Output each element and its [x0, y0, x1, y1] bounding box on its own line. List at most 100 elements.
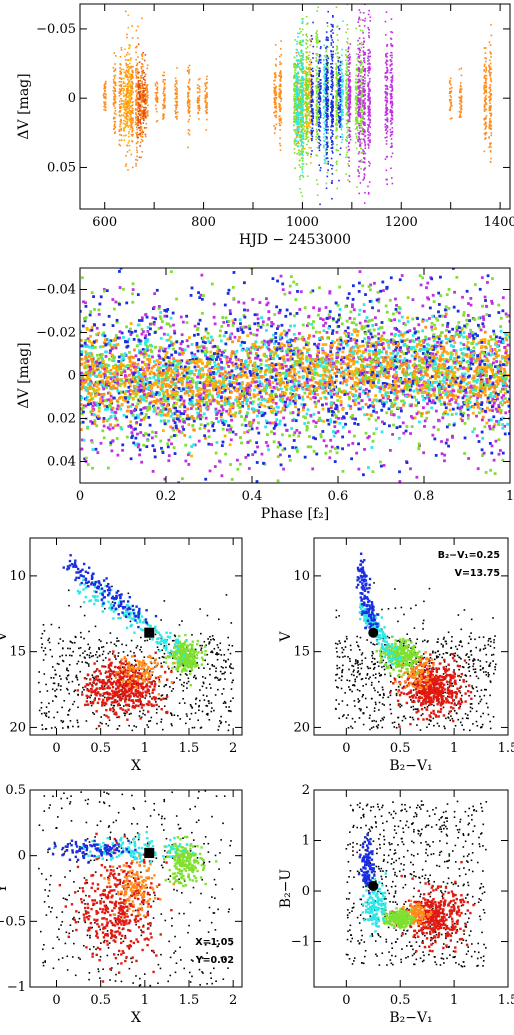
data-point — [338, 84, 340, 86]
data-point — [302, 101, 305, 104]
data-point — [317, 86, 320, 89]
data-point — [360, 78, 363, 80]
data-point — [367, 52, 370, 55]
data-point — [346, 140, 349, 142]
data-point — [306, 40, 309, 42]
data-point — [136, 131, 139, 134]
data-point — [391, 79, 394, 82]
data-point — [318, 73, 321, 76]
data-point — [390, 110, 392, 112]
data-point — [335, 63, 337, 65]
data-point — [385, 156, 388, 158]
data-point — [137, 88, 140, 91]
data-point — [345, 104, 347, 107]
data-point — [484, 96, 487, 99]
data-point — [103, 97, 106, 99]
data-point — [325, 85, 328, 88]
data-point — [127, 115, 130, 117]
data-point — [137, 92, 139, 94]
data-point — [141, 135, 144, 138]
data-point — [336, 135, 339, 137]
data-point — [357, 140, 359, 143]
data-point — [336, 160, 338, 163]
data-point — [386, 108, 389, 111]
data-point — [337, 108, 340, 111]
data-point — [301, 90, 304, 93]
data-point — [361, 111, 363, 113]
data-point — [340, 101, 343, 103]
data-point — [295, 87, 298, 89]
data-point — [132, 71, 134, 74]
data-point — [386, 178, 388, 181]
data-point — [332, 46, 334, 48]
data-point — [389, 101, 392, 104]
data-point — [125, 103, 128, 106]
data-point — [330, 181, 333, 184]
data-point — [124, 85, 127, 88]
data-point — [362, 32, 364, 34]
data-point — [369, 100, 372, 102]
data-point — [299, 68, 301, 70]
data-point — [361, 130, 364, 133]
data-point — [323, 98, 325, 101]
data-point — [129, 94, 131, 97]
data-point — [325, 162, 328, 165]
data-point — [391, 45, 394, 48]
data-point — [193, 333, 196, 337]
data-point — [296, 118, 298, 121]
data-point — [389, 135, 392, 137]
data-point — [367, 106, 370, 109]
data-point — [340, 103, 343, 105]
data-point — [316, 154, 319, 157]
data-point — [127, 63, 129, 66]
data-point — [315, 59, 318, 61]
data-point — [499, 366, 503, 370]
data-point — [323, 68, 326, 70]
data-point — [130, 133, 133, 136]
data-point — [328, 363, 331, 367]
data-point — [369, 118, 371, 121]
data-point — [120, 114, 123, 117]
data-point — [489, 93, 492, 96]
data-point — [310, 132, 313, 135]
data-point — [297, 32, 299, 35]
data-point — [302, 127, 305, 130]
data-point — [357, 122, 359, 124]
data-point — [340, 93, 342, 95]
data-point — [490, 80, 493, 83]
data-point — [257, 345, 261, 349]
data-point — [358, 98, 361, 101]
data-point — [386, 92, 389, 95]
data-point — [300, 60, 303, 62]
data-point — [131, 140, 133, 142]
data-point — [130, 86, 132, 89]
data-point — [125, 163, 128, 166]
data-point — [279, 61, 281, 63]
data-point — [120, 78, 123, 80]
data-point — [346, 98, 348, 100]
data-point — [325, 129, 328, 132]
data-point — [125, 109, 127, 112]
data-point — [332, 117, 334, 120]
data-point — [318, 58, 321, 61]
data-point — [369, 111, 371, 114]
data-point — [475, 414, 478, 418]
data-point — [143, 83, 146, 86]
data-point — [128, 93, 131, 95]
data-point — [306, 79, 309, 82]
data-point — [140, 141, 142, 144]
data-point — [293, 99, 295, 102]
data-point — [346, 95, 349, 98]
data-point — [483, 150, 486, 153]
data-point — [135, 112, 137, 114]
data-point — [484, 133, 487, 136]
data-point — [362, 94, 365, 96]
data-point — [306, 84, 309, 87]
data-point — [135, 122, 138, 125]
data-point — [295, 121, 298, 124]
data-point — [135, 68, 137, 70]
data-point — [294, 130, 296, 133]
data-point — [132, 101, 134, 103]
data-point — [302, 52, 304, 55]
